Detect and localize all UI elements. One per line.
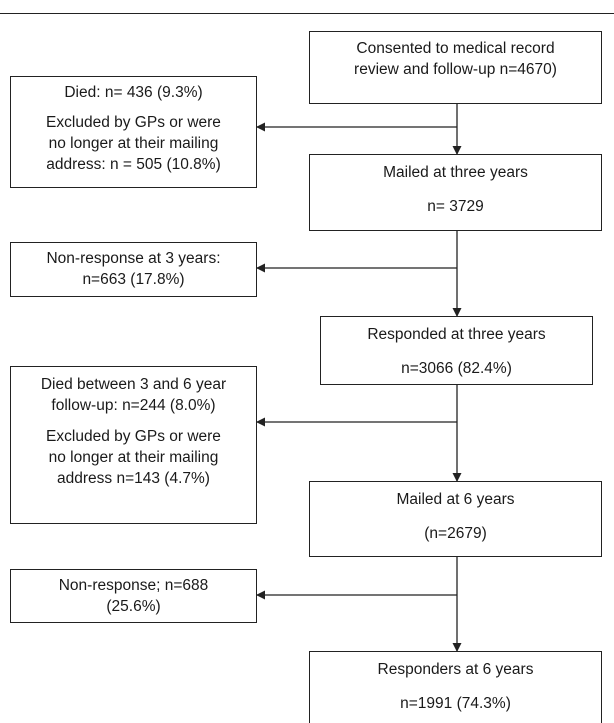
mailed-6y-title: Mailed at 6 years	[396, 491, 515, 508]
exclusion-2-excluded-line-1: Excluded by GPs or were	[46, 428, 221, 445]
responders-6y-count: n=1991 (74.3%)	[400, 695, 511, 712]
mailed-3y-title: Mailed at three years	[383, 164, 528, 181]
mailed-6y-box: Mailed at 6 years (n=2679)	[309, 481, 602, 557]
consented-line-1: Consented to medical record	[356, 40, 555, 57]
exclusion-2-died-line-2: follow-up: n=244 (8.0%)	[51, 397, 216, 414]
nonresponse-3y-line-2: n=663 (17.8%)	[82, 271, 185, 288]
consented-box: Consented to medical record review and f…	[309, 31, 602, 104]
mailed-3y-count: n= 3729	[427, 198, 484, 215]
mailed-3y-box: Mailed at three years n= 3729	[309, 154, 602, 231]
exclusion-2-box: Died between 3 and 6 year follow-up: n=2…	[10, 366, 257, 524]
responded-3y-count: n=3066 (82.4%)	[401, 360, 512, 377]
exclusion-2-excluded-line-3: address n=143 (4.7%)	[57, 470, 210, 487]
exclusion-1-excluded-line-1: Excluded by GPs or were	[46, 114, 221, 131]
top-rule	[0, 13, 614, 14]
responded-3y-title: Responded at three years	[367, 326, 546, 343]
exclusion-1-box: Died: n= 436 (9.3%) Excluded by GPs or w…	[10, 76, 257, 188]
exclusion-1-excluded-line-2: no longer at their mailing	[48, 135, 219, 152]
responders-6y-title: Responders at 6 years	[377, 661, 534, 678]
mailed-6y-count: (n=2679)	[424, 525, 487, 542]
responders-6y-box: Responders at 6 years n=1991 (74.3%)	[309, 651, 602, 723]
exclusion-2-excluded-line-2: no longer at their mailing	[48, 449, 219, 466]
responded-3y-box: Responded at three years n=3066 (82.4%)	[320, 316, 593, 385]
exclusion-1-excluded-line-3: address: n = 505 (10.8%)	[46, 156, 221, 173]
exclusion-1-died: Died: n= 436 (9.3%)	[64, 84, 203, 101]
nonresponse-6y-line-1: Non-response; n=688	[58, 577, 209, 594]
consented-line-2: review and follow-up n=4670)	[354, 61, 557, 78]
nonresponse-3y-line-1: Non-response at 3 years:	[46, 250, 221, 267]
nonresponse-3y-box: Non-response at 3 years: n=663 (17.8%)	[10, 242, 257, 297]
exclusion-2-died-line-1: Died between 3 and 6 year	[40, 376, 227, 393]
nonresponse-6y-box: Non-response; n=688 (25.6%)	[10, 569, 257, 623]
nonresponse-6y-line-2: (25.6%)	[106, 598, 161, 615]
